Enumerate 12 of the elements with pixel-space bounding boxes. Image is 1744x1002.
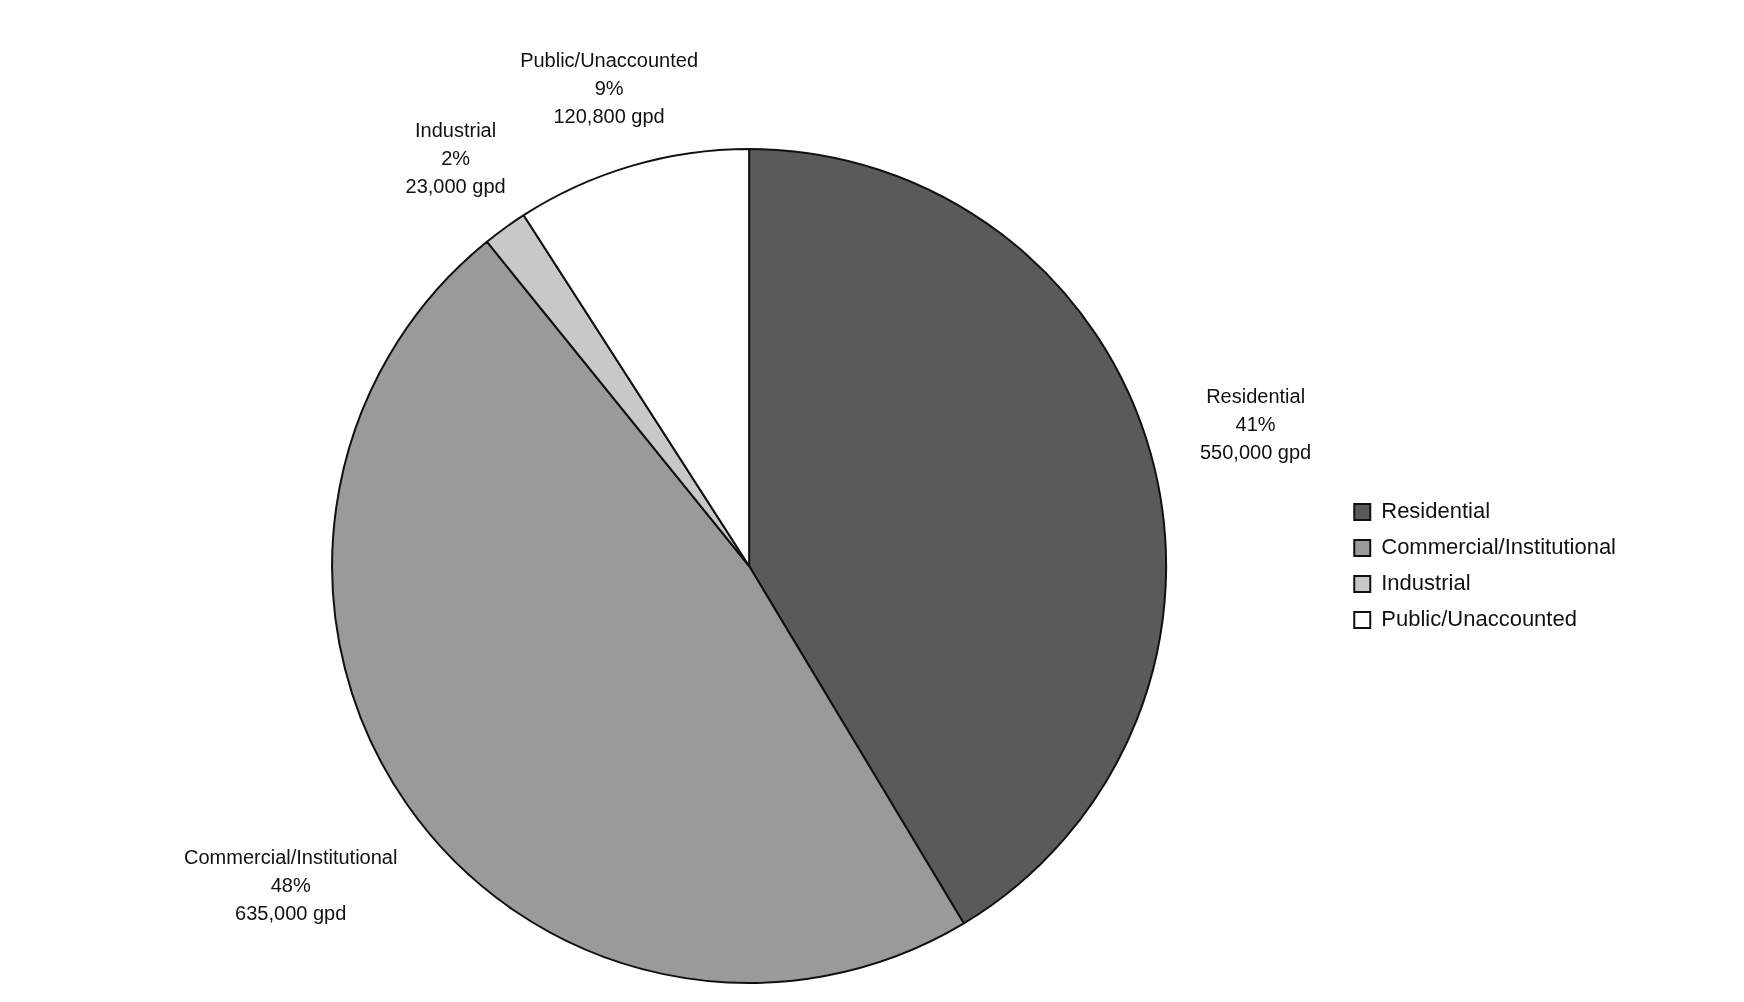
legend-label: Commercial/Institutional	[1381, 534, 1616, 560]
slice-label: Residential	[1206, 385, 1306, 408]
slice-label: Public/Unaccounted	[520, 48, 699, 71]
legend-label: Residential	[1381, 498, 1491, 524]
data-label: 2% 23,000 gpd	[405, 147, 506, 198]
legend-label: Public/Unaccounted	[1381, 606, 1577, 632]
slice-label: Commercial/Institutional	[184, 846, 398, 869]
data-label: 48% 635,000 gpd	[235, 874, 347, 925]
slice-label: Industrial	[415, 119, 497, 142]
legend-label: Industrial	[1381, 570, 1471, 596]
data-label: 41% 550,000 gpd	[1199, 413, 1312, 464]
data-label: 9% 120,800 gpd	[553, 76, 665, 127]
